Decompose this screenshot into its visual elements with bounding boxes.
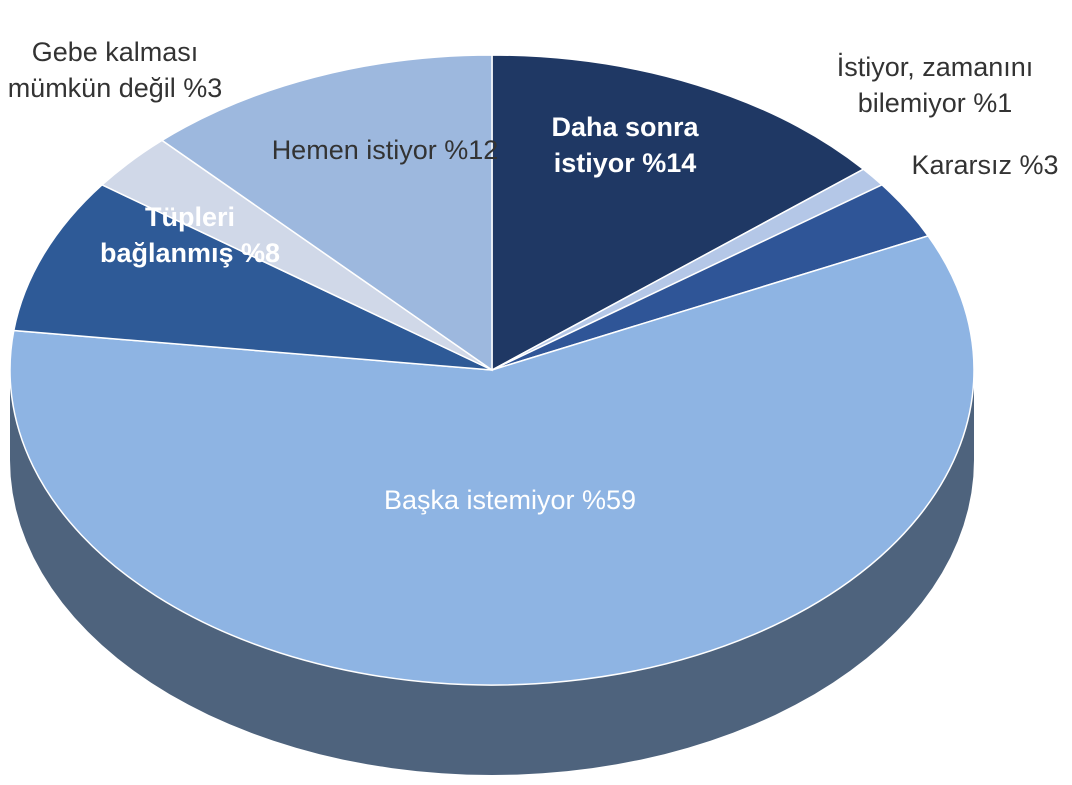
- slice-label: Tüpleri bağlanmış %8: [85, 199, 295, 271]
- pie-slice: [9, 235, 975, 686]
- pie-slice: [491, 54, 865, 372]
- category-label: Gebe kalması mümkün değil: [7, 37, 199, 103]
- category-label: Hemen istiyor: [271, 135, 437, 165]
- value-label: %3: [183, 73, 223, 103]
- pie-slice: [12, 183, 493, 371]
- slice-label: Hemen istiyor %12: [270, 132, 500, 168]
- category-label: Daha sonra istiyor: [551, 112, 699, 178]
- category-label: Tüpleri bağlanmış: [99, 202, 235, 268]
- category-label: Kararsız: [911, 150, 1012, 180]
- value-label: %14: [642, 148, 697, 178]
- slice-label: Daha sonra istiyor %14: [525, 109, 725, 181]
- value-label: %1: [973, 88, 1013, 118]
- value-label: %12: [444, 135, 499, 165]
- value-label: %3: [1019, 150, 1059, 180]
- pie-slice: [160, 54, 493, 372]
- value-label: %59: [582, 485, 637, 515]
- pie-side: [10, 370, 974, 775]
- category-label: İstiyor, zamanını bilemiyor: [836, 52, 1034, 118]
- slice-label: Gebe kalması mümkün değil %3: [0, 34, 230, 106]
- value-label: %8: [241, 238, 281, 268]
- slice-label: İstiyor, zamanını bilemiyor %1: [800, 49, 1070, 121]
- slice-label: Kararsız %3: [895, 147, 1072, 183]
- category-label: Başka istemiyor: [383, 485, 575, 515]
- slice-label: Başka istemiyor %59: [350, 482, 670, 518]
